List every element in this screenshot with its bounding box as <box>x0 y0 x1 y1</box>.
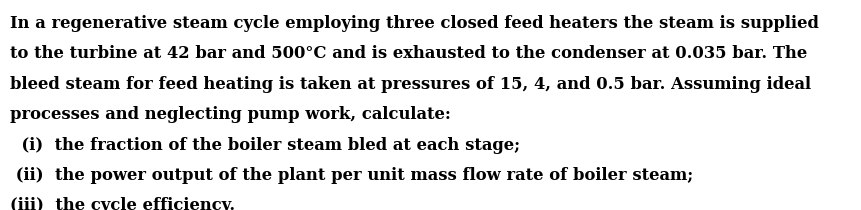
Text: bleed steam for feed heating is taken at pressures of 15, 4, and 0.5 bar. Assumi: bleed steam for feed heating is taken at… <box>10 76 811 93</box>
Text: In a regenerative steam cycle employing three closed feed heaters the steam is s: In a regenerative steam cycle employing … <box>10 15 819 32</box>
Text: to the turbine at 42 bar and 500°C and is exhausted to the condenser at 0.035 ba: to the turbine at 42 bar and 500°C and i… <box>10 45 808 62</box>
Text: (i)  the fraction of the boiler steam bled at each stage;: (i) the fraction of the boiler steam ble… <box>10 136 520 154</box>
Text: (ii)  the power output of the plant per unit mass flow rate of boiler steam;: (ii) the power output of the plant per u… <box>10 167 694 184</box>
Text: (iii)  the cycle efficiency.: (iii) the cycle efficiency. <box>10 197 235 210</box>
Text: processes and neglecting pump work, calculate:: processes and neglecting pump work, calc… <box>10 106 451 123</box>
